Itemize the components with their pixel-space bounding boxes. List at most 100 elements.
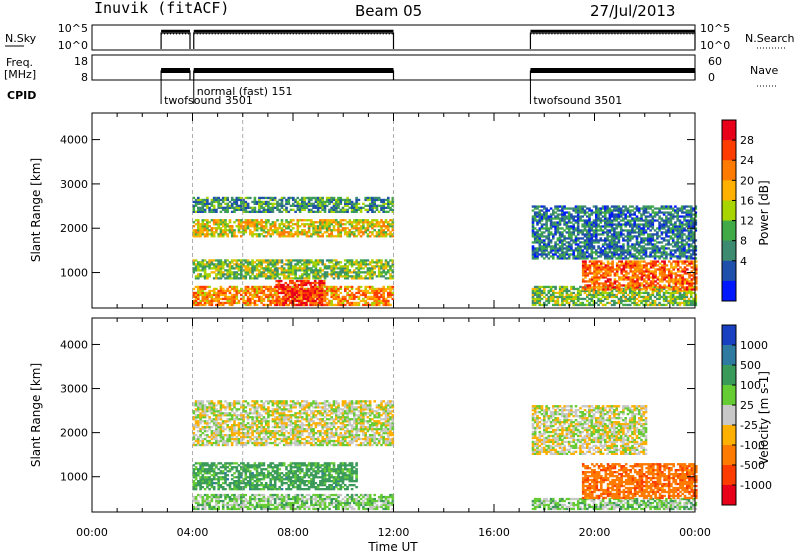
power-cell — [681, 282, 684, 284]
power-cell — [275, 286, 278, 288]
power-cell — [647, 237, 650, 239]
power-cell — [321, 302, 324, 304]
power-cell — [633, 304, 636, 306]
power-cell — [251, 271, 254, 273]
power-cell — [208, 233, 211, 235]
power-cell — [340, 221, 343, 223]
power-cell — [614, 274, 617, 276]
power-cell — [349, 290, 352, 292]
power-cell — [584, 284, 587, 286]
power-cell — [648, 262, 651, 264]
power-cell — [233, 221, 236, 223]
power-cell — [355, 223, 358, 225]
power-cell — [283, 271, 286, 273]
power-cell — [618, 239, 621, 241]
power-cell — [679, 304, 682, 306]
power-cell — [604, 249, 607, 251]
power-cell — [595, 257, 598, 259]
power-cell — [636, 227, 639, 229]
power-cell — [613, 245, 616, 247]
power-cell — [647, 298, 650, 300]
power-cell — [534, 213, 537, 215]
power-cell — [274, 203, 277, 205]
power-cell — [312, 300, 315, 302]
power-cell — [315, 227, 318, 229]
power-cell — [552, 247, 555, 249]
power-cell — [593, 276, 596, 278]
power-cell — [260, 302, 263, 304]
power-cell — [641, 282, 644, 284]
power-cell — [245, 209, 248, 211]
power-cell — [568, 241, 571, 243]
power-cell — [197, 223, 200, 225]
power-cell — [321, 275, 324, 277]
power-cell — [378, 259, 381, 261]
power-cell — [633, 243, 636, 245]
power-cell — [330, 273, 333, 275]
power-cell — [233, 273, 236, 275]
power-cell — [588, 302, 591, 304]
power-cell — [654, 229, 657, 231]
power-cell — [233, 259, 236, 261]
power-cell — [647, 292, 650, 294]
power-cell — [643, 266, 646, 268]
power-cell — [349, 223, 352, 225]
power-cell — [570, 298, 573, 300]
power-cell — [620, 235, 623, 237]
power-cell — [378, 211, 381, 213]
power-cell — [362, 277, 365, 279]
power-cell — [600, 207, 603, 209]
power-cell — [593, 270, 596, 272]
power-cell — [358, 292, 361, 294]
power-cell — [652, 233, 655, 235]
power-cell — [536, 211, 539, 213]
power-cell — [208, 300, 211, 302]
power-cell — [260, 227, 263, 229]
power-cell — [245, 225, 248, 227]
power-cell — [294, 288, 297, 290]
power-cell — [548, 229, 551, 231]
power-cell — [658, 221, 661, 223]
power-cell — [623, 284, 626, 286]
power-cell — [636, 231, 639, 233]
power-cell — [622, 237, 625, 239]
power-cell — [226, 205, 229, 207]
power-cell — [204, 296, 207, 298]
power-cell — [222, 298, 225, 300]
power-cell — [593, 274, 596, 276]
power-cell — [623, 270, 626, 272]
power-cell — [378, 205, 381, 207]
power-cell — [301, 199, 304, 201]
power-cell — [283, 277, 286, 279]
power-cell — [534, 288, 537, 290]
power-cell — [272, 265, 275, 267]
power-cell — [670, 219, 673, 221]
power-cell — [285, 300, 288, 302]
power-cell — [389, 223, 392, 225]
power-cell — [611, 235, 614, 237]
power-cell — [283, 267, 286, 269]
power-cell — [312, 273, 315, 275]
power-cell — [202, 229, 205, 231]
power-cell — [618, 260, 621, 262]
power-cell — [309, 300, 312, 302]
power-cell — [606, 229, 609, 231]
power-cell — [634, 282, 637, 284]
power-cell — [197, 277, 200, 279]
power-cell — [634, 284, 637, 286]
power-cell — [301, 223, 304, 225]
power-cell — [249, 302, 252, 304]
power-cell — [344, 271, 347, 273]
power-cell — [652, 280, 655, 282]
power-cell — [552, 294, 555, 296]
power-cell — [613, 300, 616, 302]
power-cell — [290, 221, 293, 223]
power-cell — [326, 288, 329, 290]
power-cell — [663, 249, 666, 251]
power-cell — [559, 257, 562, 259]
power-cell — [675, 274, 678, 276]
power-cell — [602, 286, 605, 288]
power-cell — [588, 245, 591, 247]
power-cell — [303, 263, 306, 265]
power-cell — [645, 292, 648, 294]
